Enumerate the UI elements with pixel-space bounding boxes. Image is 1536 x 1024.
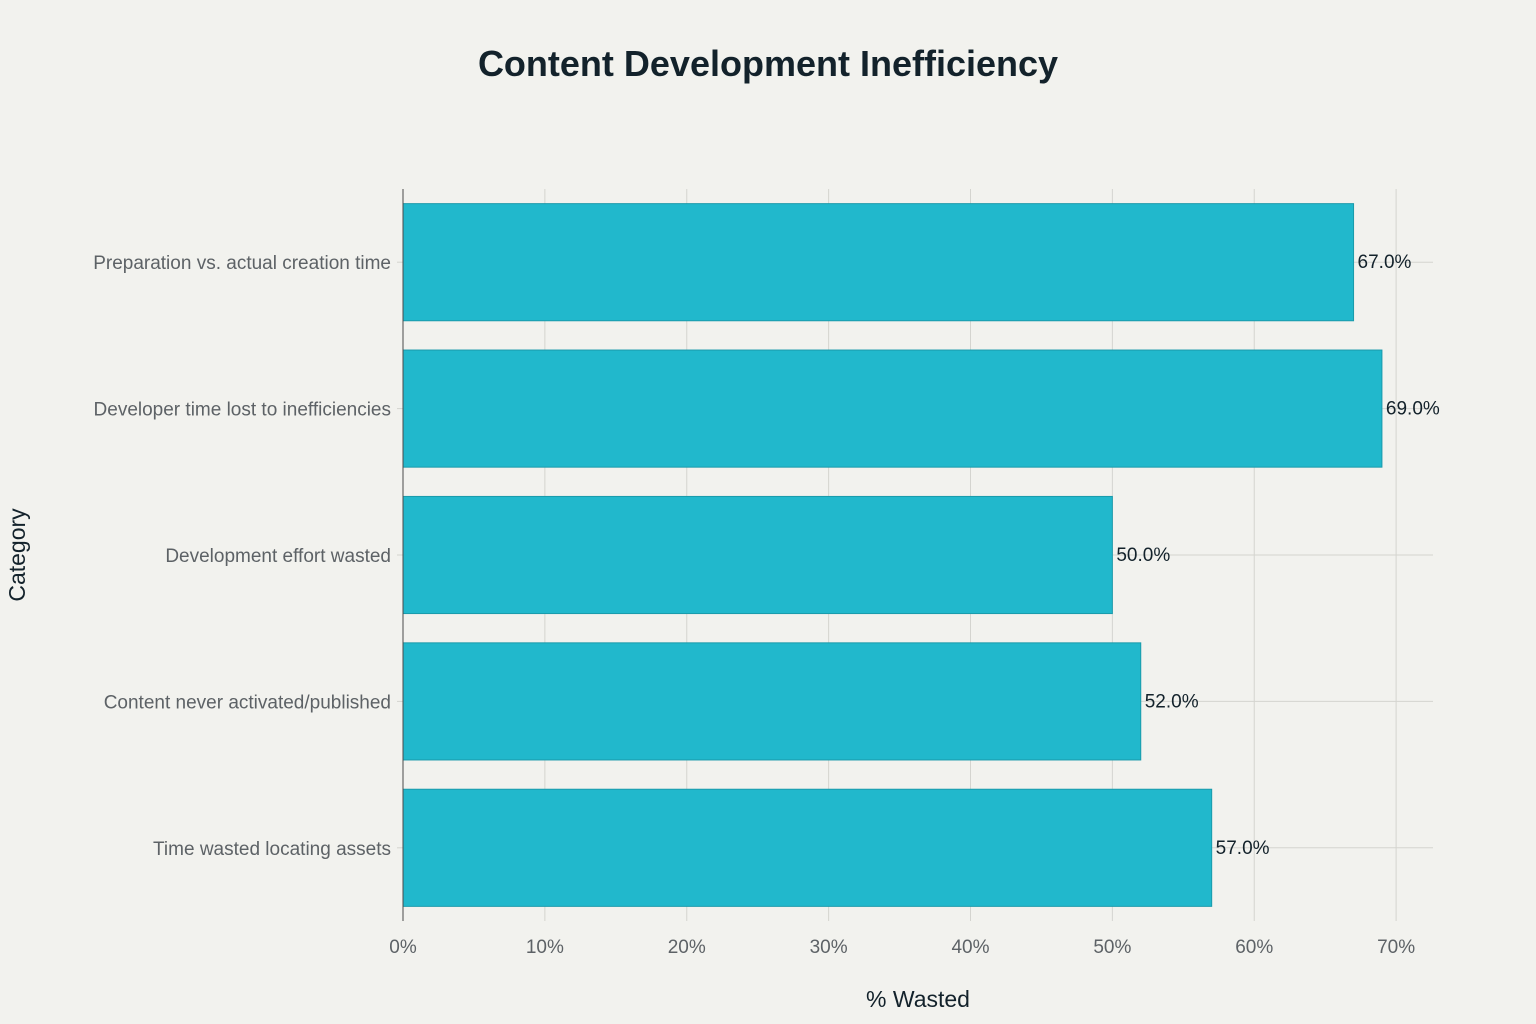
category-label: Time wasted locating assets [153,839,391,860]
category-labels: Preparation vs. actual creation time Deve… [93,253,391,860]
data-labels: 67.0% 69.0% 50.0% 52.0% 57.0% [1116,252,1440,859]
data-label: 50.0% [1116,545,1170,566]
x-tick-labels: 0% 10% 20% 30% 40% 50% 60% 70% [389,937,1415,958]
bar [402,203,1355,322]
x-axis-title: % Wasted [866,986,970,1012]
data-label: 57.0% [1216,838,1270,859]
x-tick-label: 0% [389,937,417,958]
x-tick-label: 20% [668,937,706,958]
data-label: 52.0% [1145,691,1199,712]
category-label: Development effort wasted [165,546,391,567]
category-label: Developer time lost to inefficiencies [94,400,391,421]
bar [402,642,1142,761]
bar [402,349,1383,468]
category-label: Preparation vs. actual creation time [93,253,391,274]
x-tick-label: 70% [1377,937,1415,958]
data-label: 67.0% [1358,252,1412,273]
x-tick-label: 60% [1235,937,1273,958]
bar [402,788,1213,907]
bars [402,203,1383,907]
chart-title: Content Development Inefficiency [478,43,1058,84]
x-tick-label: 40% [951,937,989,958]
category-label: Content never activated/published [104,692,391,713]
data-label: 69.0% [1386,399,1440,420]
x-tick-label: 30% [810,937,848,958]
x-tick-label: 50% [1093,937,1131,958]
bar [402,495,1113,615]
y-axis-title: Category [4,508,30,602]
x-tick-label: 10% [526,937,564,958]
